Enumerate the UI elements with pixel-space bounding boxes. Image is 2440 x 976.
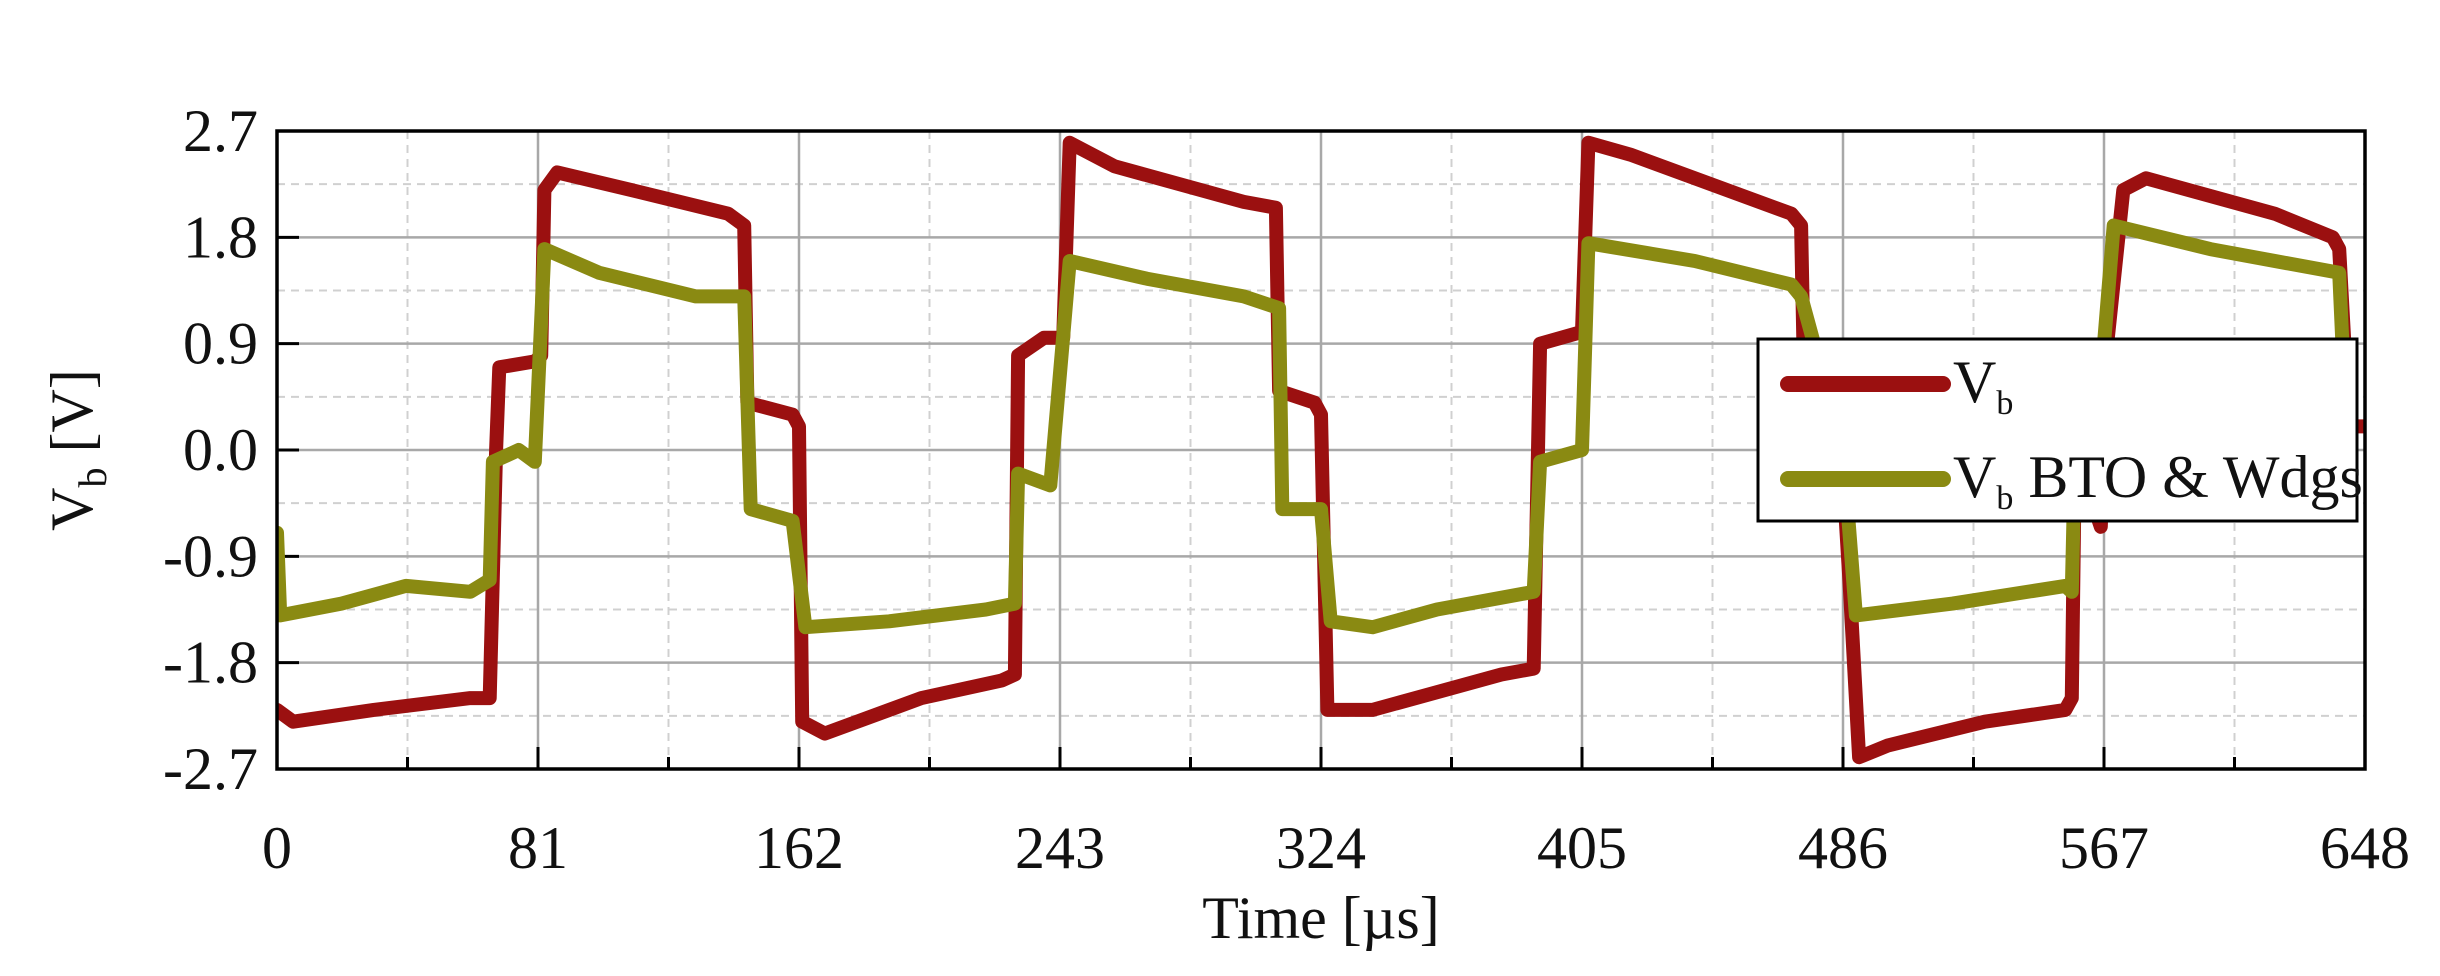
- x-tick-label: 648: [2320, 815, 2410, 881]
- y-tick-label: -2.7: [163, 736, 258, 802]
- y-tick-label: 0.0: [183, 417, 258, 483]
- x-axis-label: Time [µs]: [1202, 885, 1439, 951]
- series-line: [277, 218, 2356, 635]
- y-tick-label: 0.9: [183, 311, 258, 377]
- y-tick-label: -0.9: [163, 523, 258, 589]
- x-tick-label: 324: [1276, 815, 1366, 881]
- y-tick-label: 1.8: [183, 204, 258, 270]
- x-tick-label: 162: [754, 815, 844, 881]
- legend-label: Vb: [1953, 349, 2013, 422]
- x-tick-label: 81: [508, 815, 568, 881]
- x-tick-label: 486: [1798, 815, 1888, 881]
- x-tick-label: 405: [1537, 815, 1627, 881]
- x-tick-label: 243: [1015, 815, 1105, 881]
- y-tick-label: 2.7: [183, 98, 258, 164]
- x-tick-label: 567: [2059, 815, 2149, 881]
- series-line: [277, 135, 2365, 765]
- legend-box: [1756, 337, 2359, 523]
- x-tick-label: 0: [262, 815, 292, 881]
- legend-label: Vb BTO & Wdgs: [1953, 444, 2363, 517]
- plot-frame: [275, 129, 2367, 771]
- y-axis-label: Vb [V]: [39, 369, 115, 531]
- y-tick-label: -1.8: [163, 630, 258, 696]
